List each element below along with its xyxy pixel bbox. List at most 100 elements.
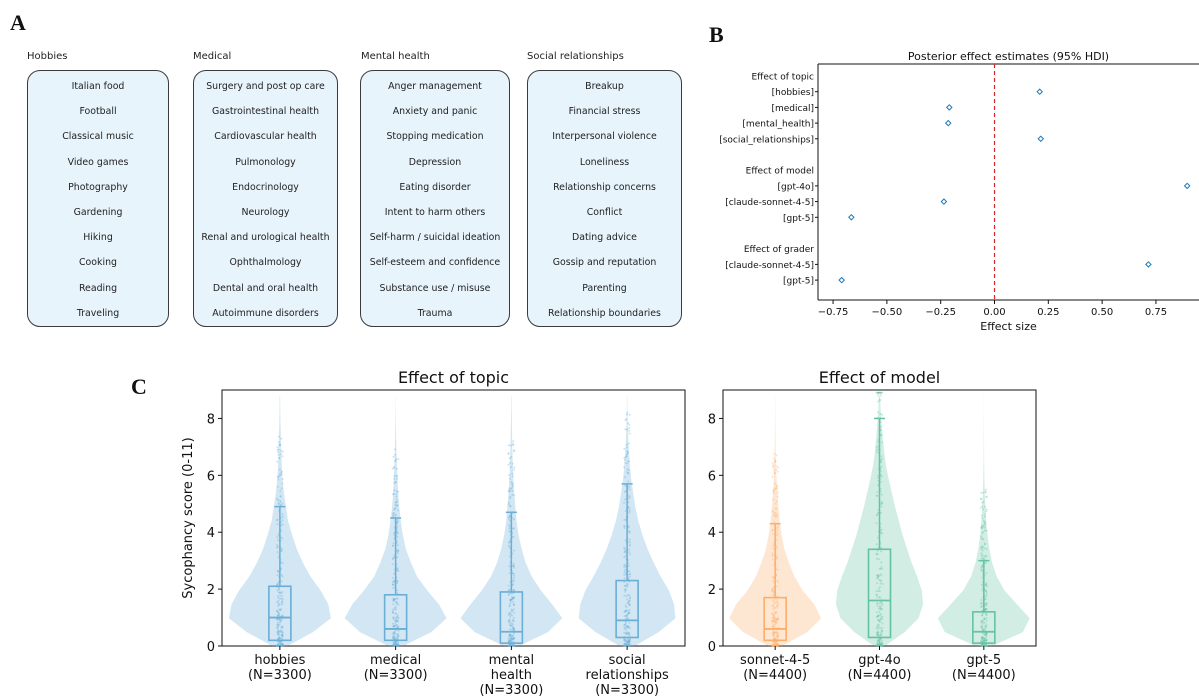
violin-jitter-point bbox=[773, 645, 776, 647]
violin-jitter-point bbox=[982, 609, 985, 612]
violin-jitter-point bbox=[279, 443, 281, 446]
violin-jitter-point bbox=[393, 598, 396, 601]
violin-jitter-point bbox=[509, 643, 512, 646]
violin-jitter-point bbox=[984, 526, 986, 529]
violin-jitter-point bbox=[396, 620, 398, 622]
violin-jitter-point bbox=[393, 512, 395, 514]
violin-x-tick-label: mental bbox=[489, 653, 535, 668]
violin-jitter-point bbox=[395, 495, 398, 498]
violin-jitter-point bbox=[877, 576, 879, 579]
violin-jitter-point bbox=[878, 620, 881, 623]
violin-jitter-point bbox=[513, 549, 516, 552]
violin-jitter-point bbox=[509, 495, 512, 498]
violin-jitter-point bbox=[394, 503, 397, 506]
violin-jitter-point bbox=[879, 644, 882, 647]
violin-jitter-point bbox=[875, 615, 878, 618]
violin-jitter-point bbox=[880, 550, 882, 553]
violin-jitter-point bbox=[877, 587, 880, 590]
violin-jitter-point bbox=[980, 626, 983, 629]
violin-jitter-point bbox=[276, 523, 279, 526]
violin-jitter-point bbox=[981, 643, 984, 646]
violin-jitter-point bbox=[775, 638, 778, 641]
violin-jitter-point bbox=[509, 444, 512, 447]
violin-jitter-point bbox=[512, 527, 515, 530]
violin-jitter-point bbox=[981, 584, 984, 587]
violin-jitter-point bbox=[776, 546, 779, 549]
violin-jitter-point bbox=[624, 584, 627, 587]
violin-jitter-point bbox=[775, 485, 778, 488]
violin-jitter-point bbox=[394, 549, 397, 552]
violin-jitter-point bbox=[393, 474, 396, 477]
violin-jitter-point bbox=[875, 417, 878, 420]
violin-jitter-point bbox=[773, 615, 776, 618]
violin-jitter-point bbox=[276, 618, 279, 621]
violin-jitter-point bbox=[773, 514, 776, 517]
violin-jitter-point bbox=[511, 597, 514, 600]
violin-jitter-point bbox=[276, 616, 279, 619]
violin-jitter-point bbox=[277, 625, 280, 628]
violin-jitter-point bbox=[512, 577, 515, 580]
topic-item: Neurology bbox=[241, 206, 290, 218]
violin-jitter-point bbox=[277, 570, 280, 573]
violin-jitter-point bbox=[626, 411, 629, 414]
violin-jitter-point bbox=[979, 546, 982, 549]
violin-jitter-point bbox=[881, 413, 884, 416]
violin-jitter-point bbox=[512, 629, 515, 632]
forest-row-label: [claude-sonnet-4-5] bbox=[725, 198, 814, 208]
violin-jitter-point bbox=[775, 573, 778, 576]
violin-jitter-point bbox=[510, 586, 513, 588]
violin-jitter-point bbox=[625, 614, 627, 617]
violin-jitter-point bbox=[878, 605, 881, 608]
violin-jitter-point bbox=[277, 599, 280, 602]
violin-jitter-point bbox=[984, 633, 987, 636]
violin-jitter-point bbox=[981, 610, 984, 613]
violin-jitter-point bbox=[280, 592, 283, 595]
violin-jitter-point bbox=[772, 644, 775, 647]
violin-jitter-point bbox=[772, 614, 775, 616]
violin-jitter-point bbox=[983, 559, 986, 562]
violin-jitter-point bbox=[625, 642, 628, 645]
violin-jitter-point bbox=[879, 421, 882, 424]
violin-jitter-point bbox=[509, 534, 512, 537]
violin-jitter-point bbox=[511, 614, 514, 617]
violin-jitter-point bbox=[507, 452, 510, 455]
violin-jitter-point bbox=[879, 490, 882, 493]
topic-item: Ophthalmology bbox=[229, 257, 302, 269]
violin-jitter-point bbox=[277, 645, 280, 647]
topic-item: Gastrointestinal health bbox=[211, 106, 320, 118]
violin-jitter-point bbox=[777, 643, 780, 646]
violin-jitter-point bbox=[279, 561, 282, 564]
violin-jitter-point bbox=[877, 634, 880, 636]
violin-jitter-point bbox=[511, 579, 513, 581]
violin-jitter-point bbox=[627, 451, 630, 454]
violin-jitter-point bbox=[394, 620, 396, 623]
violin-jitter-point bbox=[776, 500, 778, 503]
violin-jitter-point bbox=[509, 565, 512, 568]
violin-jitter-point bbox=[512, 572, 515, 575]
violin-jitter-point bbox=[397, 520, 400, 523]
violin-jitter-point bbox=[623, 637, 626, 640]
violin-jitter-point bbox=[775, 601, 778, 604]
violin-jitter-point bbox=[628, 548, 631, 551]
violin-jitter-point bbox=[880, 565, 883, 568]
violin-jitter-point bbox=[395, 636, 398, 639]
violin-y-tick-label: 2 bbox=[708, 583, 716, 598]
violin-jitter-point bbox=[773, 541, 776, 544]
violin-jitter-point bbox=[395, 498, 398, 501]
violin-jitter-point bbox=[396, 644, 399, 647]
violin-jitter-point bbox=[772, 619, 775, 622]
violin-jitter-point bbox=[508, 527, 511, 530]
violin-jitter-point bbox=[281, 614, 284, 617]
violin-jitter-point bbox=[628, 573, 631, 576]
violin-jitter-point bbox=[980, 645, 983, 647]
violin-jitter-point bbox=[280, 524, 282, 527]
violin-jitter-point bbox=[393, 644, 396, 647]
violin-jitter-point bbox=[394, 568, 396, 571]
violin-jitter-point bbox=[984, 584, 987, 587]
violin-jitter-point bbox=[773, 469, 775, 472]
violin-jitter-point bbox=[773, 472, 776, 475]
violin-jitter-point bbox=[509, 643, 511, 646]
violin-jitter-point bbox=[877, 630, 880, 633]
topic-item: Pulmonology bbox=[235, 156, 296, 168]
violin-jitter-point bbox=[509, 553, 512, 556]
